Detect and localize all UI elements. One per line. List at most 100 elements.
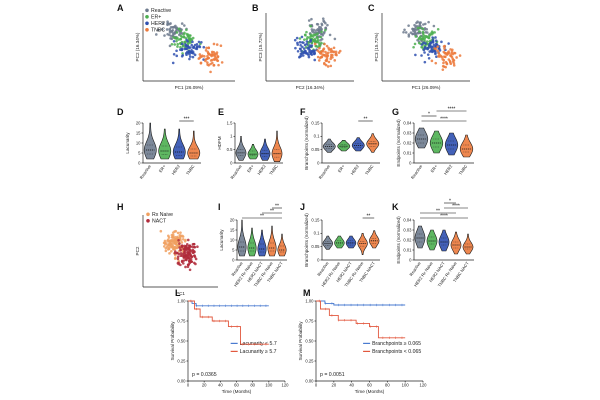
data-point bbox=[212, 42, 216, 46]
legend-marker bbox=[146, 219, 150, 223]
data-point bbox=[325, 44, 329, 48]
data-point bbox=[172, 35, 175, 39]
x-tick-label: 20 bbox=[331, 383, 336, 388]
data-point bbox=[187, 247, 191, 251]
data-point bbox=[179, 254, 183, 258]
data-point bbox=[179, 45, 182, 49]
y-axis-label: Survival Probability bbox=[298, 321, 303, 361]
y-axis-label: Lacunarity bbox=[125, 132, 130, 154]
data-point bbox=[309, 51, 313, 55]
data-point bbox=[425, 31, 429, 34]
data-point bbox=[189, 244, 192, 248]
data-point bbox=[442, 45, 446, 48]
data-point bbox=[423, 51, 426, 54]
y-tick-label: 0.5 bbox=[227, 147, 233, 152]
data-point bbox=[424, 22, 427, 26]
violin-shape bbox=[247, 144, 259, 160]
data-point bbox=[432, 43, 436, 47]
data-point bbox=[180, 54, 184, 58]
x-tick-label: ER+ bbox=[337, 163, 346, 173]
data-point bbox=[186, 265, 190, 269]
data-point bbox=[442, 55, 446, 58]
data-point bbox=[325, 55, 329, 58]
significance-label: ** bbox=[270, 208, 274, 214]
y-tick-label: 0.05 bbox=[311, 147, 320, 152]
data-point bbox=[176, 42, 180, 46]
data-point bbox=[170, 249, 173, 253]
data-point bbox=[317, 29, 321, 33]
data-point bbox=[322, 47, 326, 51]
data-point bbox=[293, 38, 297, 42]
data-point bbox=[180, 48, 184, 52]
data-point bbox=[183, 24, 186, 27]
data-point bbox=[325, 52, 328, 56]
data-point bbox=[433, 31, 436, 34]
violin-shape bbox=[414, 225, 426, 249]
data-point bbox=[299, 43, 302, 47]
data-point bbox=[174, 237, 178, 241]
y-tick-label: 15 bbox=[136, 130, 141, 135]
significance-label: ** bbox=[436, 208, 440, 214]
data-point bbox=[307, 19, 311, 22]
data-point bbox=[428, 34, 432, 37]
data-point bbox=[161, 28, 164, 31]
data-point bbox=[416, 26, 420, 30]
data-point bbox=[177, 239, 180, 242]
legend-marker bbox=[145, 8, 149, 13]
data-point bbox=[314, 44, 317, 48]
violin-shape bbox=[257, 229, 267, 257]
y-tick-label: 0.1 bbox=[314, 134, 320, 139]
data-point bbox=[430, 30, 434, 33]
data-point bbox=[167, 234, 170, 238]
data-point bbox=[427, 36, 430, 40]
data-point bbox=[337, 51, 341, 54]
data-point bbox=[157, 28, 160, 32]
x-tick-label: TNBC bbox=[268, 164, 279, 176]
data-point bbox=[431, 38, 435, 42]
data-point bbox=[190, 43, 194, 47]
survival-curve bbox=[188, 300, 269, 307]
data-point bbox=[420, 43, 424, 46]
data-point bbox=[320, 55, 323, 59]
data-point bbox=[434, 36, 437, 39]
significance-label: ** bbox=[366, 213, 370, 219]
scatter-c: PC1 (26.09%) PC3 (15.72%) bbox=[374, 13, 470, 90]
data-point bbox=[451, 52, 455, 56]
x-tick-label: ER+ bbox=[158, 163, 167, 173]
scatter-a: PC1 (26.09%) PC2 (16.34%) bbox=[135, 13, 235, 90]
data-point bbox=[173, 239, 176, 242]
data-point bbox=[164, 249, 168, 253]
y-tick-label: 0 bbox=[409, 257, 412, 262]
data-point bbox=[170, 233, 174, 237]
y-tick-label: 0.15 bbox=[311, 120, 320, 125]
data-point bbox=[407, 35, 411, 38]
y-tick-label: 5 bbox=[232, 247, 235, 252]
x-tick-label: Reactive bbox=[410, 163, 424, 180]
data-point bbox=[179, 37, 183, 41]
data-point bbox=[187, 50, 191, 53]
data-point bbox=[423, 60, 427, 64]
violin-shape bbox=[322, 138, 336, 153]
data-point bbox=[174, 229, 178, 233]
x-tick-label: HER2 bbox=[171, 163, 182, 176]
data-point bbox=[323, 62, 326, 66]
data-point bbox=[185, 243, 189, 246]
data-point bbox=[170, 42, 174, 46]
data-point bbox=[295, 36, 299, 40]
data-point bbox=[207, 64, 211, 67]
data-point bbox=[172, 39, 176, 43]
data-point bbox=[183, 246, 187, 249]
y-axis-label: HDFM bbox=[217, 136, 222, 149]
y-tick-label: 0 bbox=[317, 257, 320, 262]
y-tick-label: 1.00 bbox=[305, 298, 314, 303]
data-point bbox=[430, 47, 434, 51]
data-point bbox=[177, 262, 180, 266]
data-point bbox=[171, 231, 175, 234]
data-point bbox=[324, 59, 328, 62]
y-tick-label: 0.00 bbox=[177, 378, 186, 383]
x-tick-label: HER2 bbox=[443, 163, 454, 176]
data-point bbox=[412, 45, 415, 49]
y-tick-label: 0.50 bbox=[305, 338, 314, 343]
